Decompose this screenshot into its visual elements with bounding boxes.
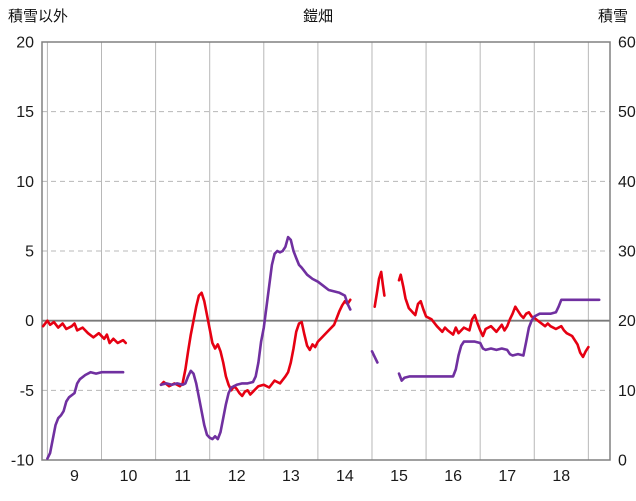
x-tick-label: 16 bbox=[444, 468, 462, 485]
chart-title: 鎧畑 bbox=[302, 8, 333, 25]
left-axis-title: 積雪以外 bbox=[8, 8, 69, 25]
red-series-line bbox=[373, 270, 386, 309]
purple-series-line bbox=[397, 298, 601, 382]
x-tick-label: 14 bbox=[336, 468, 354, 485]
left-tick-label: 10 bbox=[16, 174, 34, 191]
left-tick-label: 5 bbox=[25, 244, 34, 261]
x-tick-label: 13 bbox=[282, 468, 300, 485]
plot-border bbox=[41, 41, 611, 461]
right-axis-title: 積雪 bbox=[597, 8, 628, 25]
x-tick-label: 10 bbox=[120, 468, 138, 485]
purple-series-line bbox=[46, 370, 125, 460]
right-tick-label: 10 bbox=[618, 383, 636, 400]
right-tick-label: 60 bbox=[618, 35, 636, 52]
right-tick-label: 40 bbox=[618, 174, 636, 191]
right-tick-label: 0 bbox=[618, 453, 627, 470]
right-tick-label: 30 bbox=[618, 244, 636, 261]
red-series-line bbox=[159, 291, 352, 398]
x-tick-label: 17 bbox=[498, 468, 516, 485]
red-series-line bbox=[397, 273, 590, 359]
right-tick-label: 50 bbox=[618, 104, 636, 121]
left-tick-label: -10 bbox=[11, 453, 34, 470]
x-tick-label: 9 bbox=[70, 468, 79, 485]
x-tick-label: 12 bbox=[228, 468, 246, 485]
left-tick-label: 20 bbox=[16, 35, 34, 52]
left-tick-label: 15 bbox=[16, 104, 34, 121]
purple-series-line bbox=[159, 235, 352, 441]
x-tick-label: 11 bbox=[174, 468, 191, 485]
purple-series-line bbox=[370, 349, 379, 364]
right-tick-label: 20 bbox=[618, 313, 636, 330]
left-tick-label: -5 bbox=[20, 383, 34, 400]
x-tick-label: 18 bbox=[552, 468, 570, 485]
red-series-line bbox=[41, 319, 128, 345]
x-tick-label: 15 bbox=[390, 468, 408, 485]
left-tick-label: 0 bbox=[25, 313, 34, 330]
